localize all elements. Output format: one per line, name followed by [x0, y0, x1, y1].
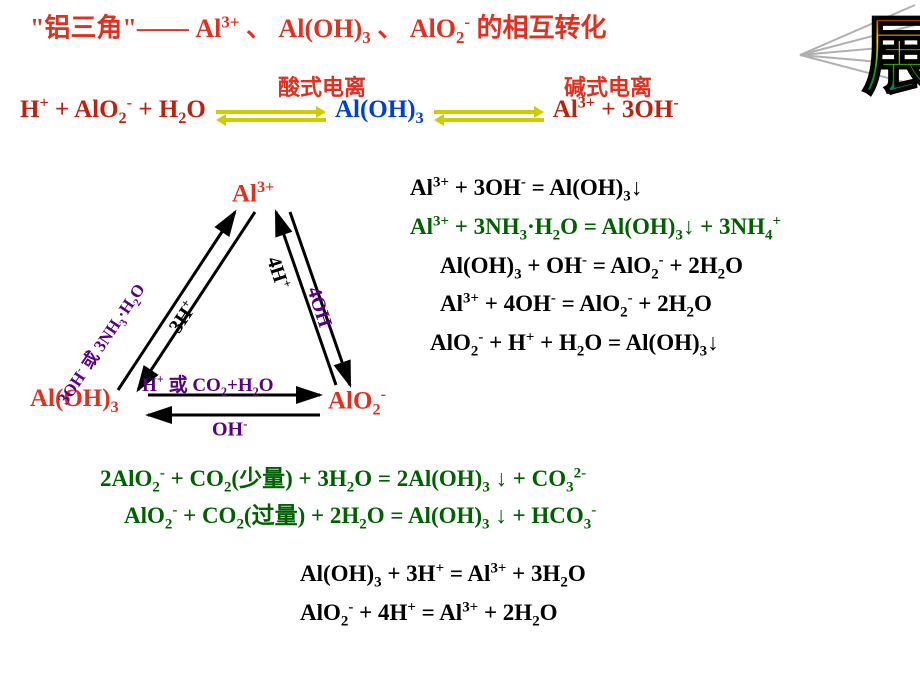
edge-label: OH-	[212, 416, 247, 442]
eq-arrow-left	[216, 104, 326, 128]
equation: Al(OH)3 + OH- = AlO2- + 2H2O	[410, 248, 781, 287]
triangle-diagram: Al3+Al(OH)3AlO2- 3OH- 或 3NH3·H2O3H+4H+4O…	[0, 160, 420, 440]
equation: AlO2- + CO2(过量) + 2H2O = Al(OH)3 ↓ + HCO…	[100, 499, 596, 536]
vertex-right: AlO2-	[328, 385, 386, 419]
title-sp1: Al3+	[195, 14, 239, 43]
title-sp2: Al(OH)3	[278, 14, 370, 43]
equation: Al3+ + 4OH- = AlO2- + 2H2O	[410, 286, 781, 325]
equations-mid: 2AlO2- + CO2(少量) + 3H2O = 2Al(OH)3 ↓ + C…	[100, 462, 596, 536]
eq-right: Al3+ + 3OH-	[553, 96, 679, 123]
vertex-top: Al3+	[232, 178, 274, 208]
equations-top: Al3+ + 3OH- = Al(OH)3↓Al3+ + 3NH3·H2O = …	[410, 170, 781, 364]
equilibrium-line: H+ + AlO2- + H2O Al(OH)3 Al3+ + 3OH-	[20, 94, 679, 128]
equation: Al3+ + 3OH- = Al(OH)3↓	[410, 170, 781, 209]
equation: AlO2- + H+ + H2O = Al(OH)3↓	[410, 325, 781, 364]
title-prefix: "铝三角"——	[30, 14, 189, 43]
eq-mid: Al(OH)3	[335, 96, 424, 123]
edge-label: H+ 或 CO2+H2O	[142, 370, 274, 400]
equation: 2AlO2- + CO2(少量) + 3H2O = 2Al(OH)3 ↓ + C…	[100, 462, 596, 499]
eq-left: H+ + AlO2- + H2O	[20, 96, 206, 123]
corner-char: 展	[862, 9, 920, 105]
page-title: "铝三角"—— Al3+ 、 Al(OH)3 、 AlO2- 的相互转化	[30, 10, 607, 50]
equations-bottom: Al(OH)3 + 3H+ = Al3+ + 3H2OAlO2- + 4H+ =…	[300, 556, 586, 634]
equation: Al3+ + 3NH3·H2O = Al(OH)3↓ + 3NH4+	[410, 209, 781, 248]
equation: AlO2- + 4H+ = Al3+ + 2H2O	[300, 595, 586, 634]
title-sp3: AlO2-	[410, 14, 470, 43]
corner-badge: 展	[790, 0, 920, 120]
eq-arrow-right	[434, 104, 544, 128]
equation: Al(OH)3 + 3H+ = Al3+ + 3H2O	[300, 556, 586, 595]
